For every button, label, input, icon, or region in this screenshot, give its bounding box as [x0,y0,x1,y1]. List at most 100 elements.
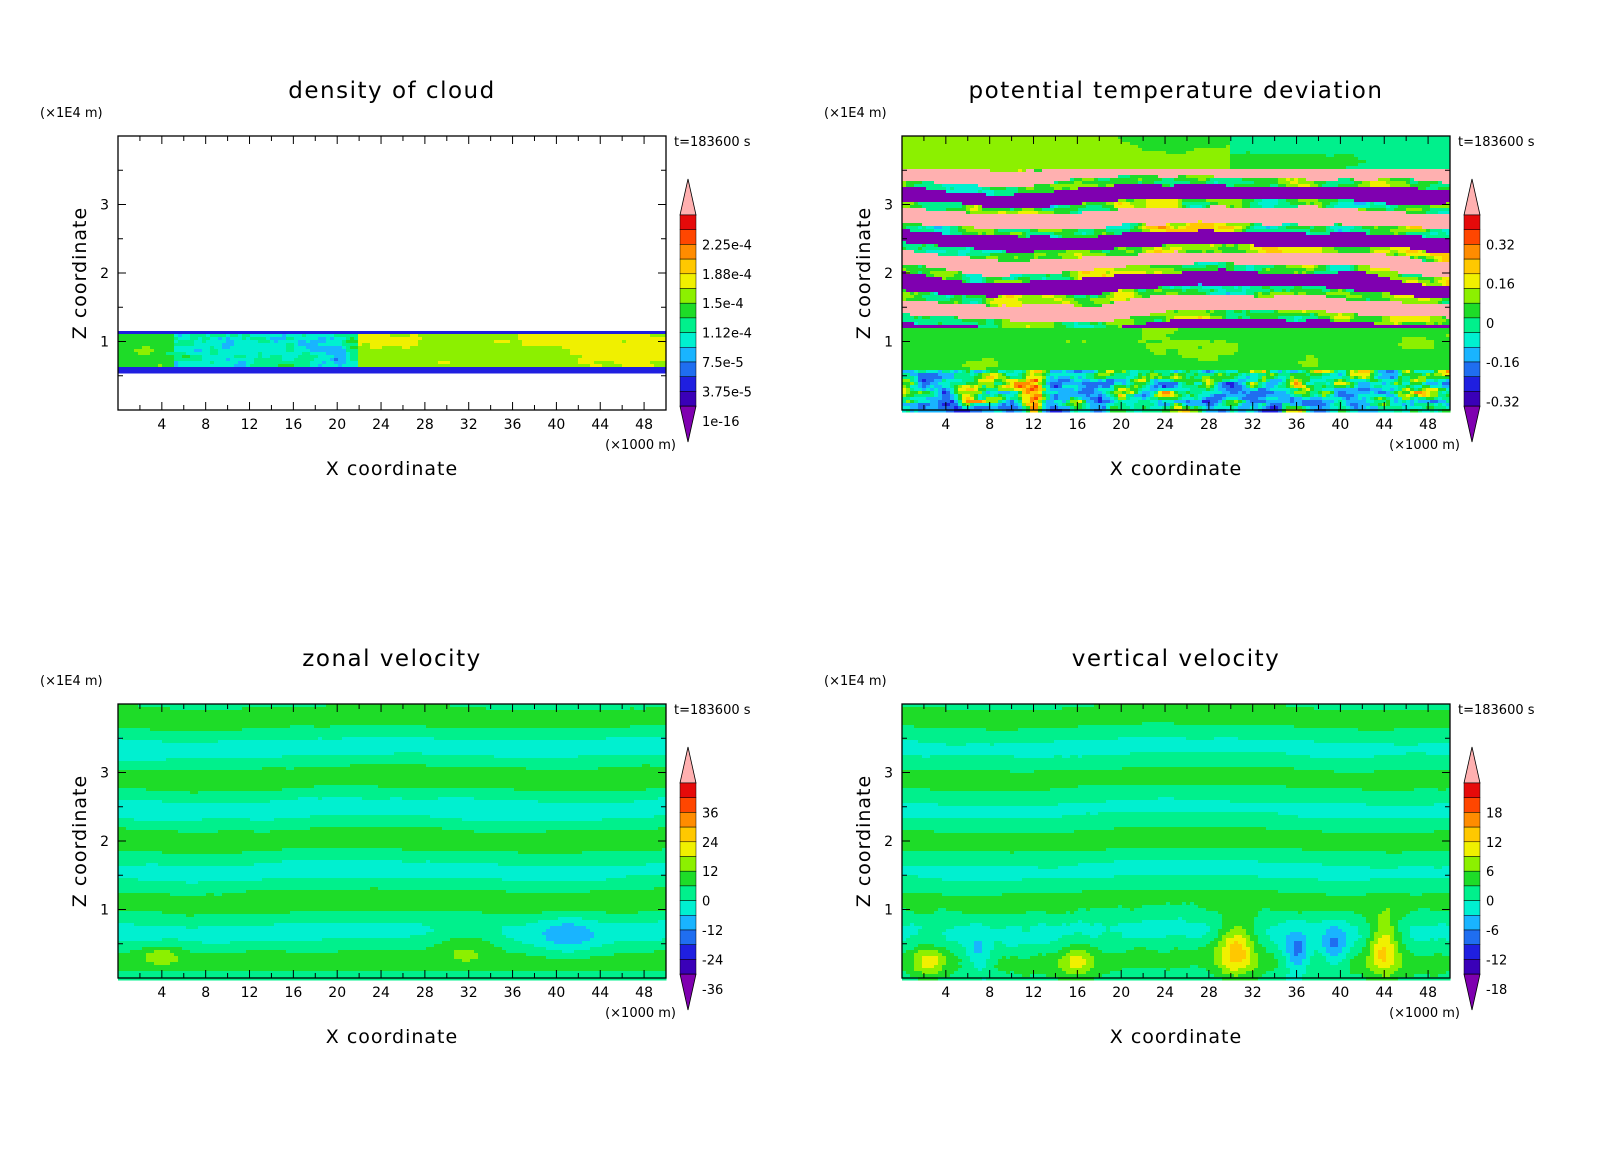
heatmap-cell [1394,142,1399,146]
heatmap-cell [1194,148,1199,152]
heatmap-cell [478,352,483,356]
heatmap-cell [182,337,187,341]
heatmap-cell [274,370,279,374]
heatmap-cell [138,358,143,362]
heatmap-cell [1090,148,1095,152]
heatmap-cell [1414,148,1419,152]
heatmap-cell [610,358,615,362]
heatmap-cell [1314,181,1319,185]
heatmap-cell [1138,169,1143,173]
heatmap-cell [290,346,295,350]
heatmap-cell [1058,142,1063,146]
heatmap-cell [422,331,427,335]
heatmap-cell [1298,175,1303,179]
heatmap-cell [950,151,955,155]
heatmap-cell [1194,157,1199,161]
heatmap-cell [1318,175,1323,179]
heatmap-cell [1106,172,1111,176]
heatmap-cell [1094,160,1099,164]
heatmap-cell [1278,163,1283,167]
heatmap-cell [1062,184,1067,188]
heatmap-cell [1398,157,1403,161]
heatmap-cell [1142,181,1147,185]
heatmap-cell [1322,160,1327,164]
heatmap-cell [402,361,407,365]
heatmap-cell [930,142,935,146]
heatmap-cell [926,178,931,182]
heatmap-cell [938,145,943,149]
heatmap-cell [362,370,367,374]
heatmap-cell [566,334,571,338]
heatmap-cell [1258,154,1263,158]
heatmap-cell [1190,145,1195,149]
heatmap-cell [358,352,363,356]
heatmap-cell [1314,145,1319,149]
heatmap-cell [242,352,247,356]
heatmap-cell [1030,184,1035,188]
heatmap-cell [230,334,235,338]
heatmap-cell [442,355,447,359]
heatmap-cell [1098,148,1103,152]
heatmap-cell [1126,151,1131,155]
heatmap-cell [458,352,463,356]
heatmap-cell [1286,139,1291,143]
heatmap-cell [406,331,411,335]
heatmap-cell [1014,148,1019,152]
heatmap-cell [1190,154,1195,158]
heatmap-cell [1054,178,1059,182]
heatmap-cell [438,334,443,338]
heatmap-cell [1114,151,1119,155]
heatmap-cell [390,367,395,371]
heatmap-cell [298,340,303,344]
heatmap-cell [1306,175,1311,179]
heatmap-cell [1442,157,1447,161]
heatmap-cell [226,361,231,365]
heatmap-cell [194,340,199,344]
heatmap-cell [986,148,991,152]
heatmap-cell [1398,163,1403,167]
heatmap-cell [1254,184,1259,188]
heatmap-cell [1318,142,1323,146]
heatmap-cell [1418,139,1423,143]
heatmap-cell [158,334,163,338]
heatmap-cell [1062,139,1067,143]
heatmap-cell [1326,169,1331,173]
heatmap-cell [330,349,335,353]
heatmap-cell [1062,175,1067,179]
heatmap-cell [606,340,611,344]
heatmap-cell [150,346,155,350]
heatmap-cell [1398,166,1403,170]
heatmap-cell [186,358,191,362]
heatmap-cell [966,163,971,167]
heatmap-cell [1030,160,1035,164]
heatmap-cell [354,364,359,368]
heatmap-cell [954,175,959,179]
heatmap-cell [658,334,663,338]
heatmap-cell [258,370,263,374]
heatmap-cell [1086,181,1091,185]
heatmap-cell [1218,157,1223,161]
heatmap-cell [966,172,971,176]
heatmap-cell [1246,145,1251,149]
heatmap-cell [1170,184,1175,188]
heatmap-cell [1330,181,1335,185]
heatmap-cell [330,358,335,362]
heatmap-cell [578,364,583,368]
heatmap-cell [1090,154,1095,158]
heatmap-cell [1358,184,1363,188]
heatmap-cell [950,139,955,143]
heatmap-cell [438,352,443,356]
heatmap-cell [262,352,267,356]
heatmap-cell [434,343,439,347]
heatmap-cell [338,352,343,356]
heatmap-cell [214,343,219,347]
heatmap-cell [498,352,503,356]
heatmap-cell [222,358,227,362]
heatmap-cell [210,367,215,371]
heatmap-cell [1386,151,1391,155]
heatmap-cell [234,346,239,350]
heatmap-cell [1198,142,1203,146]
heatmap-cell [1438,154,1443,158]
heatmap-cell [994,142,999,146]
heatmap-cell [922,178,927,182]
